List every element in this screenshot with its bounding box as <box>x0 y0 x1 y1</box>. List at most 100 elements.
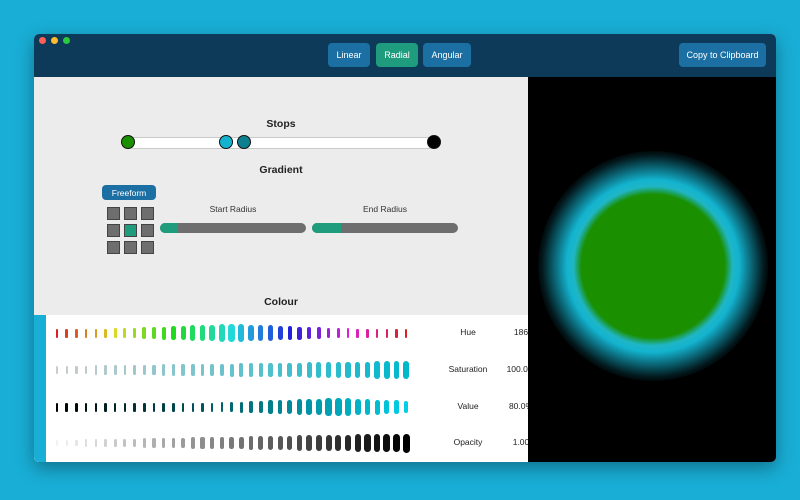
picker-tick <box>55 402 59 412</box>
picker-tick <box>104 365 107 375</box>
picker-tick <box>180 325 186 341</box>
stop-handle[interactable] <box>121 135 135 149</box>
editor-panel: Stops Gradient Freeform Start Radius End… <box>34 77 535 462</box>
picker-tick <box>364 361 371 379</box>
app-window: Linear Radial Angular Copy to Clipboard … <box>34 34 776 462</box>
picker-tick <box>346 328 350 338</box>
picker-tick <box>104 439 107 447</box>
picker-tick <box>249 401 253 413</box>
picker-tick <box>104 402 107 412</box>
picker-tick <box>277 400 283 414</box>
picker-tick <box>113 328 117 338</box>
picker-tick <box>402 433 410 453</box>
picker-tick <box>75 328 78 338</box>
start-radius-slider[interactable] <box>160 223 306 233</box>
opacity-picker[interactable] <box>46 425 416 461</box>
picker-tick <box>171 326 176 340</box>
picker-tick <box>335 361 341 379</box>
picker-tick <box>191 402 195 412</box>
picker-tick <box>152 438 156 448</box>
picker-tick <box>344 434 352 452</box>
stops-track[interactable] <box>128 137 434 149</box>
picker-tick <box>257 325 264 341</box>
picker-tick <box>267 436 273 450</box>
anchor-top-left[interactable] <box>107 207 120 220</box>
picker-tick <box>287 435 293 451</box>
picker-tick <box>133 438 137 448</box>
picker-tick <box>306 435 312 451</box>
tab-linear[interactable]: Linear <box>328 43 370 67</box>
value-picker[interactable] <box>46 389 416 425</box>
picker-tick <box>354 398 361 416</box>
hue-picker[interactable] <box>46 315 416 351</box>
end-radius-slider[interactable] <box>312 223 458 233</box>
anchor-bottom-left[interactable] <box>107 241 120 254</box>
copy-to-clipboard-button[interactable]: Copy to Clipboard <box>679 43 766 67</box>
picker-tick <box>239 363 244 377</box>
picker-tick <box>336 327 340 339</box>
picker-tick <box>366 328 369 338</box>
picker-tick <box>277 435 283 451</box>
picker-tick <box>393 433 400 453</box>
picker-tick <box>374 361 380 379</box>
value-value: 80.0% <box>508 401 534 411</box>
stop-handle[interactable] <box>427 135 441 149</box>
picker-tick <box>152 326 156 340</box>
anchor-bottom-center[interactable] <box>124 241 137 254</box>
picker-tick <box>56 366 58 374</box>
picker-tick <box>171 364 176 376</box>
picker-tick <box>152 402 156 412</box>
picker-tick <box>172 402 175 412</box>
picker-tick <box>287 399 293 415</box>
picker-tick <box>190 325 196 341</box>
picker-tick <box>181 437 185 449</box>
picker-tick <box>395 328 398 338</box>
picker-tick <box>267 325 273 341</box>
picker-tick <box>75 439 78 447</box>
picker-tick <box>210 402 214 412</box>
tab-angular[interactable]: Angular <box>423 43 471 67</box>
picker-tick <box>373 434 381 452</box>
anchor-top-center[interactable] <box>124 207 137 220</box>
minimize-window-button[interactable] <box>51 37 58 44</box>
anchor-bottom-right[interactable] <box>141 241 154 254</box>
picker-tick <box>229 436 234 450</box>
picker-tick <box>84 439 88 447</box>
picker-tick <box>258 363 263 377</box>
picker-tick <box>317 327 321 339</box>
picker-tick <box>219 363 224 377</box>
stop-handle[interactable] <box>237 135 252 149</box>
picker-tick <box>287 362 293 378</box>
saturation-label: Saturation <box>448 364 488 374</box>
zoom-window-button[interactable] <box>63 37 70 44</box>
saturation-picker[interactable] <box>46 352 416 388</box>
picker-tick <box>123 402 127 412</box>
picker-tick <box>210 363 215 377</box>
close-window-button[interactable] <box>39 37 46 44</box>
picker-tick <box>394 400 399 414</box>
picker-tick <box>75 365 78 375</box>
picker-tick <box>113 402 117 412</box>
picker-tick <box>210 437 215 449</box>
picker-tick <box>345 361 351 379</box>
anchor-center[interactable] <box>124 224 137 237</box>
colour-accent-bar <box>34 315 46 462</box>
saturation-row: Saturation 100.0% <box>46 352 535 388</box>
picker-tick <box>315 398 322 416</box>
picker-tick <box>374 399 380 415</box>
anchor-top-right[interactable] <box>141 207 154 220</box>
picker-tick <box>325 434 332 452</box>
picker-tick <box>104 328 107 338</box>
stop-handle[interactable] <box>218 135 233 149</box>
anchor-middle-left[interactable] <box>107 224 120 237</box>
picker-tick <box>306 399 312 415</box>
gradient-preview <box>528 77 776 462</box>
picker-tick <box>268 362 273 378</box>
picker-tick <box>123 327 127 339</box>
anchor-middle-right[interactable] <box>141 224 154 237</box>
picker-tick <box>132 327 137 339</box>
picker-tick <box>94 439 98 447</box>
picker-tick <box>248 363 254 377</box>
freeform-button[interactable]: Freeform <box>102 185 156 200</box>
tab-radial[interactable]: Radial <box>376 43 418 67</box>
